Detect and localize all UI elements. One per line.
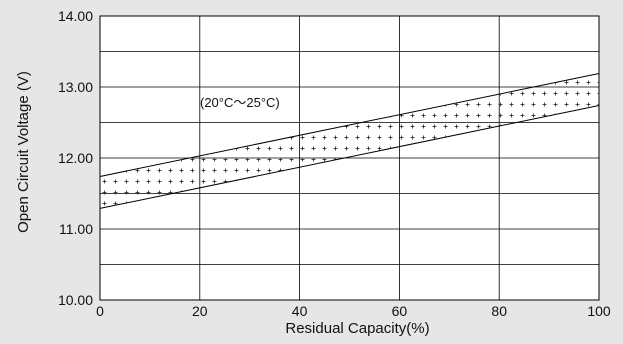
y-tick-label: 13.00 [58,79,93,95]
band-lower-line [99,104,600,209]
x-tick-label: 100 [587,303,611,319]
x-tick-label: 60 [392,303,408,319]
y-tick-label: 12.00 [58,150,93,166]
y-tick-label: 11.00 [59,221,93,237]
y-axis-label: Open Circuit Voltage (V) [15,71,32,233]
x-tick-label: 40 [292,303,308,319]
y-axis-ticks: 10.00 11.00 12.00 13.00 14.00 [58,8,93,308]
temperature-annotation: (20°C～25°C) [200,95,280,110]
band-upper-line [99,73,600,177]
voltage-band [100,73,599,209]
y-tick-label: 14.00 [58,8,93,24]
x-tick-label: 80 [491,303,507,319]
x-axis-ticks: 0 20 40 60 80 100 [96,303,611,319]
y-tick-label: 10.00 [58,292,93,308]
grid [99,15,600,301]
x-axis-label: Residual Capacity(%) [285,320,429,337]
x-tick-label: 0 [96,303,104,319]
x-tick-label: 20 [192,303,208,319]
